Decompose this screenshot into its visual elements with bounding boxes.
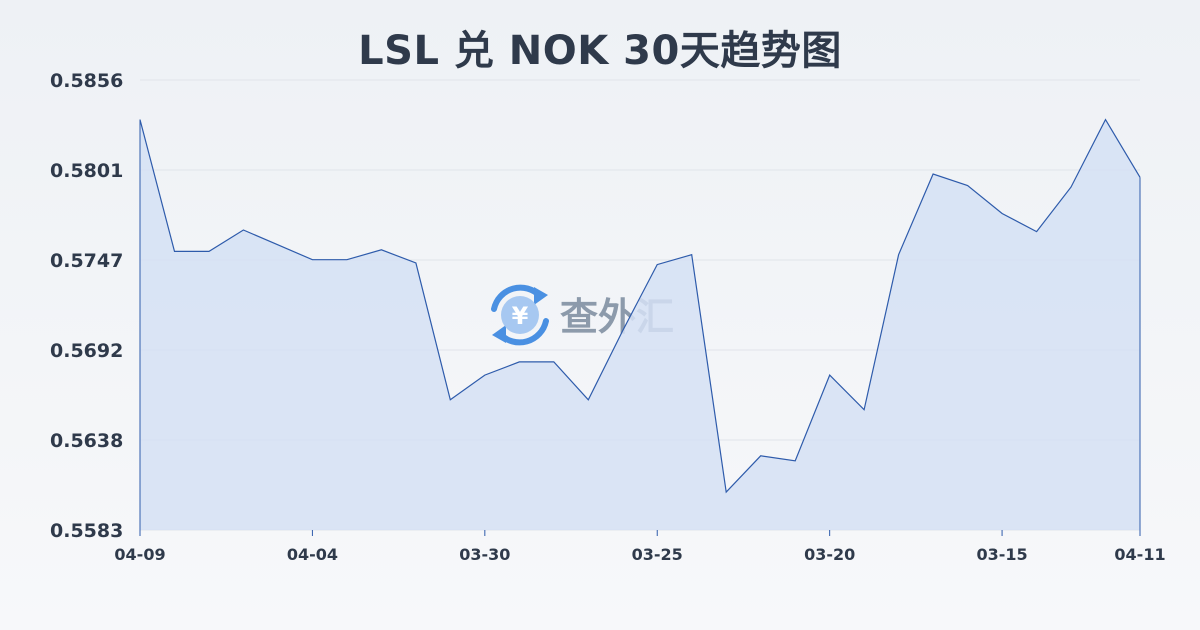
yen-exchange-icon: ¥	[491, 284, 549, 346]
y-axis-ticks: 0.5856 0.5801 0.5747 0.5692 0.5638 0.5583	[50, 70, 123, 542]
x-tick-label: 04-04	[287, 545, 338, 564]
x-tick-label: 03-30	[459, 545, 510, 564]
series-line	[139, 118, 1141, 494]
y-tick-label: 0.5747	[50, 250, 123, 272]
y-tick-label: 0.5638	[50, 430, 123, 452]
x-tick-label: 03-15	[976, 545, 1027, 564]
x-tick-label: 04-11	[1114, 545, 1165, 564]
y-tick-label: 0.5692	[50, 340, 123, 362]
area-fill	[140, 119, 1140, 530]
chart-title: LSL 兑 NOK 30天趋势图	[358, 28, 842, 74]
x-axis-ticks: 04-09 04-04 03-30 03-25 03-20 03-15 04-11	[114, 530, 1166, 564]
y-tick-label: 0.5583	[50, 520, 123, 542]
x-tick-label: 03-25	[632, 545, 683, 564]
watermark: ¥ 查外汇	[491, 284, 674, 346]
x-tick-label: 03-20	[804, 545, 855, 564]
svg-text:¥: ¥	[512, 302, 529, 330]
y-tick-label: 0.5801	[50, 160, 123, 182]
x-tick-label: 04-09	[114, 545, 165, 564]
series-area	[139, 118, 1141, 530]
y-tick-label: 0.5856	[50, 70, 123, 92]
